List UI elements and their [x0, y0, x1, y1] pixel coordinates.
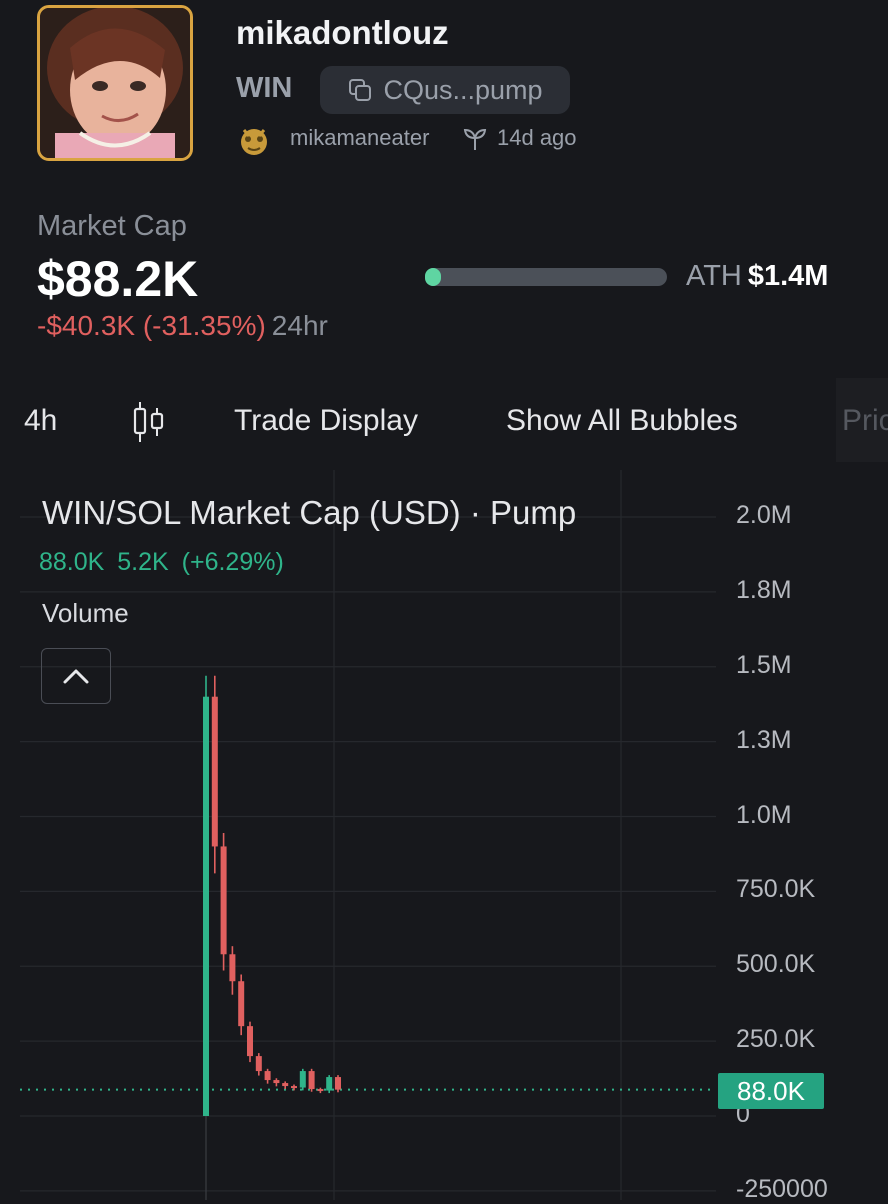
token-avatar-image	[40, 8, 190, 158]
chevron-up-icon	[63, 669, 89, 684]
y-axis-tick-label: 500.0K	[736, 950, 816, 979]
chart-candles	[203, 675, 341, 1200]
creator-avatar-icon[interactable]	[236, 122, 272, 158]
y-axis-tick-label: 1.5M	[736, 650, 792, 679]
candle-body	[238, 981, 245, 1027]
last-price-tag: 88.0K	[718, 1073, 824, 1109]
candle-body	[299, 1071, 306, 1088]
y-axis-tick-label: 250.0K	[736, 1025, 816, 1054]
candle-body	[291, 1086, 297, 1089]
chart-grid	[20, 470, 716, 1200]
ath-progress-track	[425, 268, 667, 286]
candle-body	[308, 1071, 315, 1090]
ath-label: ATH	[686, 260, 742, 292]
candle-body	[335, 1077, 341, 1090]
candle-body	[264, 1071, 271, 1081]
ath-progress-fill	[425, 268, 441, 286]
candle-body	[326, 1077, 333, 1091]
price-toggle[interactable]: Pric	[842, 404, 888, 437]
copy-contract-button[interactable]: CQus...pump	[320, 66, 570, 114]
candle-body	[203, 696, 209, 1116]
interval-selector[interactable]: 4h	[24, 404, 58, 437]
candlestick-icon[interactable]	[132, 400, 166, 444]
toolbar-overflow-fade	[836, 378, 888, 462]
y-axis-tick-label: 750.0K	[736, 875, 816, 904]
y-axis-tick-label: 2.0M	[736, 501, 792, 529]
y-axis-tick-label: 1.8M	[736, 575, 792, 604]
token-avatar[interactable]	[37, 5, 193, 161]
ath-indicator: ATH $1.4M	[686, 260, 828, 293]
y-axis-tick-label: 1.0M	[736, 800, 792, 829]
show-all-bubbles-toggle[interactable]: Show All Bubbles	[506, 404, 738, 437]
candle-body	[247, 1026, 253, 1057]
y-axis-tick-label: -250000	[736, 1174, 828, 1203]
token-ticker: WIN	[236, 72, 293, 104]
market-cap-change: -$40.3K (-31.35%) 24hr	[37, 310, 328, 342]
y-axis-tick-label: 1.3M	[736, 725, 792, 754]
candle-body	[317, 1089, 324, 1092]
token-age: 14d ago	[497, 125, 577, 150]
candle-body	[282, 1083, 289, 1087]
contract-address: CQus...pump	[383, 74, 543, 105]
collapse-legend-button[interactable]	[41, 648, 111, 704]
candle-body	[255, 1056, 262, 1072]
change-value: -$40.3K (-31.35%)	[37, 310, 266, 341]
creator-link[interactable]: mikamaneater	[290, 125, 430, 150]
change-period: 24hr	[271, 310, 328, 341]
candle-body	[220, 846, 227, 955]
market-cap-label: Market Cap	[37, 210, 187, 242]
candle-body	[211, 696, 218, 847]
candle-body	[273, 1080, 280, 1084]
sprout-icon	[463, 128, 487, 150]
copy-icon	[349, 79, 372, 101]
chart-title: WIN/SOL Market Cap (USD) · Pump	[42, 494, 577, 531]
market-cap-chart[interactable]	[0, 470, 888, 1200]
volume-label: Volume	[42, 598, 129, 628]
chart-ohlc-readout: 88.0K 5.2K (+6.29%)	[39, 548, 284, 576]
candle-body	[229, 954, 236, 982]
ath-value: $1.4M	[747, 260, 829, 292]
market-cap-value: $88.2K	[37, 251, 199, 307]
trade-display-toggle[interactable]: Trade Display	[234, 404, 418, 437]
token-name: mikadontlouz	[236, 14, 449, 51]
